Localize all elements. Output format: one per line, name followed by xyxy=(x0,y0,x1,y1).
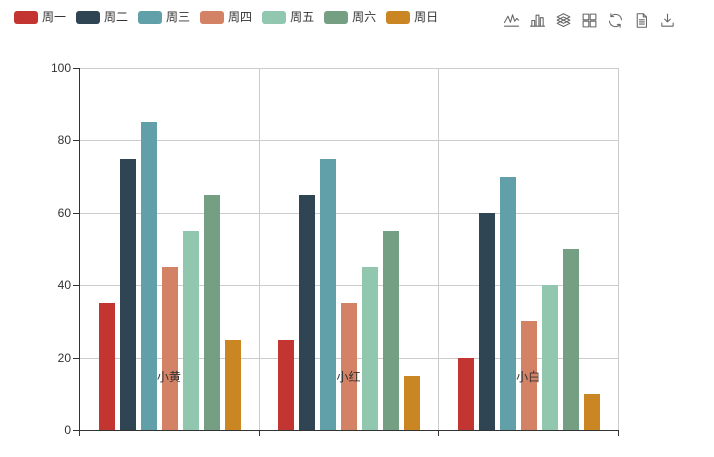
data-view-icon[interactable] xyxy=(633,12,650,29)
legend-label: 周三 xyxy=(166,10,191,24)
magictype-line-icon[interactable] xyxy=(503,12,520,29)
legend-swatch xyxy=(14,10,38,24)
bar-小白-周日[interactable] xyxy=(584,393,601,430)
bar-小白-周六[interactable] xyxy=(563,249,580,430)
y-tick-label: 80 xyxy=(57,133,71,148)
bar-小黄-周日[interactable] xyxy=(224,339,241,430)
gridline-horizontal xyxy=(80,68,619,69)
legend-item-周日[interactable]: 周日 xyxy=(386,10,438,24)
legend-swatch xyxy=(200,10,225,24)
bar-小白-周二[interactable] xyxy=(479,212,496,430)
legend-label: 周日 xyxy=(414,10,439,24)
legend-swatch xyxy=(324,10,349,24)
category-band-小红 xyxy=(260,68,440,430)
y-axis-tick xyxy=(73,140,79,142)
gridline-vertical xyxy=(258,68,260,430)
bar-小红-周四[interactable] xyxy=(341,303,358,430)
bar-小红-周日[interactable] xyxy=(404,375,421,430)
x-tick-label: 小红 xyxy=(336,370,361,384)
x-axis-tick xyxy=(438,431,440,436)
bar-小白-周四[interactable] xyxy=(521,321,538,430)
y-axis-tick xyxy=(73,430,79,431)
legend: 周一 周二 周三 周四 周五 周六 周日 xyxy=(14,10,438,24)
y-tick-label: 0 xyxy=(64,423,71,437)
legend-swatch xyxy=(138,10,163,24)
bar-小黄-周五[interactable] xyxy=(182,230,199,430)
bar-小白-周一[interactable] xyxy=(458,357,475,430)
legend-label: 周二 xyxy=(104,10,129,24)
legend-item-周六[interactable]: 周六 xyxy=(324,10,376,24)
bar-小红-周五[interactable] xyxy=(362,267,379,430)
gridline-horizontal xyxy=(80,140,619,142)
gridline-vertical xyxy=(618,68,619,430)
legend-item-周四[interactable]: 周四 xyxy=(200,10,252,24)
bar-小黄-周三[interactable] xyxy=(140,122,157,430)
bar-小黄-周一[interactable] xyxy=(98,303,115,430)
toolbox xyxy=(503,12,676,29)
legend-label: 周六 xyxy=(352,10,377,24)
category-band-小黄 xyxy=(80,68,260,430)
legend-item-周一[interactable]: 周一 xyxy=(14,10,66,24)
legend-item-周三[interactable]: 周三 xyxy=(138,10,190,24)
y-tick-label: 40 xyxy=(57,278,71,293)
legend-item-周五[interactable]: 周五 xyxy=(262,10,314,24)
legend-swatch xyxy=(262,10,287,24)
x-axis-tick xyxy=(258,431,260,436)
legend-label: 周四 xyxy=(228,10,253,24)
y-tick-label: 60 xyxy=(57,205,71,220)
y-tick-label: 100 xyxy=(50,61,71,75)
x-tick-label: 小白 xyxy=(516,370,541,384)
bar-小白-周五[interactable] xyxy=(542,285,559,430)
gridline-horizontal xyxy=(80,212,619,214)
bar-小黄-周四[interactable] xyxy=(161,267,178,430)
y-axis-labels: 0 20 40 60 80 100 xyxy=(30,61,71,437)
x-axis-tick xyxy=(79,431,80,436)
bar-小白-周三[interactable] xyxy=(500,176,517,430)
y-axis-tick xyxy=(73,68,79,69)
y-axis-tick xyxy=(73,285,79,287)
legend-item-周二[interactable]: 周二 xyxy=(76,10,128,24)
magictype-bar-icon[interactable] xyxy=(529,12,546,29)
bar-小红-周二[interactable] xyxy=(299,194,316,430)
legend-label: 周一 xyxy=(42,10,67,24)
x-tick-label: 小黄 xyxy=(156,370,181,384)
category-band-小白 xyxy=(439,68,619,430)
bar-小红-周三[interactable] xyxy=(320,158,337,430)
y-axis-tick xyxy=(73,212,79,214)
magictype-tiled-icon[interactable] xyxy=(581,12,598,29)
legend-swatch xyxy=(386,10,411,24)
y-tick-label: 20 xyxy=(57,350,71,365)
bar-小黄-周二[interactable] xyxy=(119,158,136,430)
legend-swatch xyxy=(76,10,101,24)
y-axis-tick xyxy=(73,357,79,359)
magictype-stack-icon[interactable] xyxy=(555,12,572,29)
gridline-vertical xyxy=(438,68,440,430)
bar-小红-周一[interactable] xyxy=(278,339,295,430)
x-axis-tick xyxy=(618,431,619,436)
gridline-horizontal xyxy=(80,285,619,287)
bar-小红-周六[interactable] xyxy=(383,230,400,430)
restore-icon[interactable] xyxy=(607,12,624,29)
plot-area xyxy=(79,68,619,431)
save-as-image-icon[interactable] xyxy=(659,12,676,29)
legend-label: 周五 xyxy=(290,10,315,24)
bar-小黄-周六[interactable] xyxy=(203,194,220,430)
